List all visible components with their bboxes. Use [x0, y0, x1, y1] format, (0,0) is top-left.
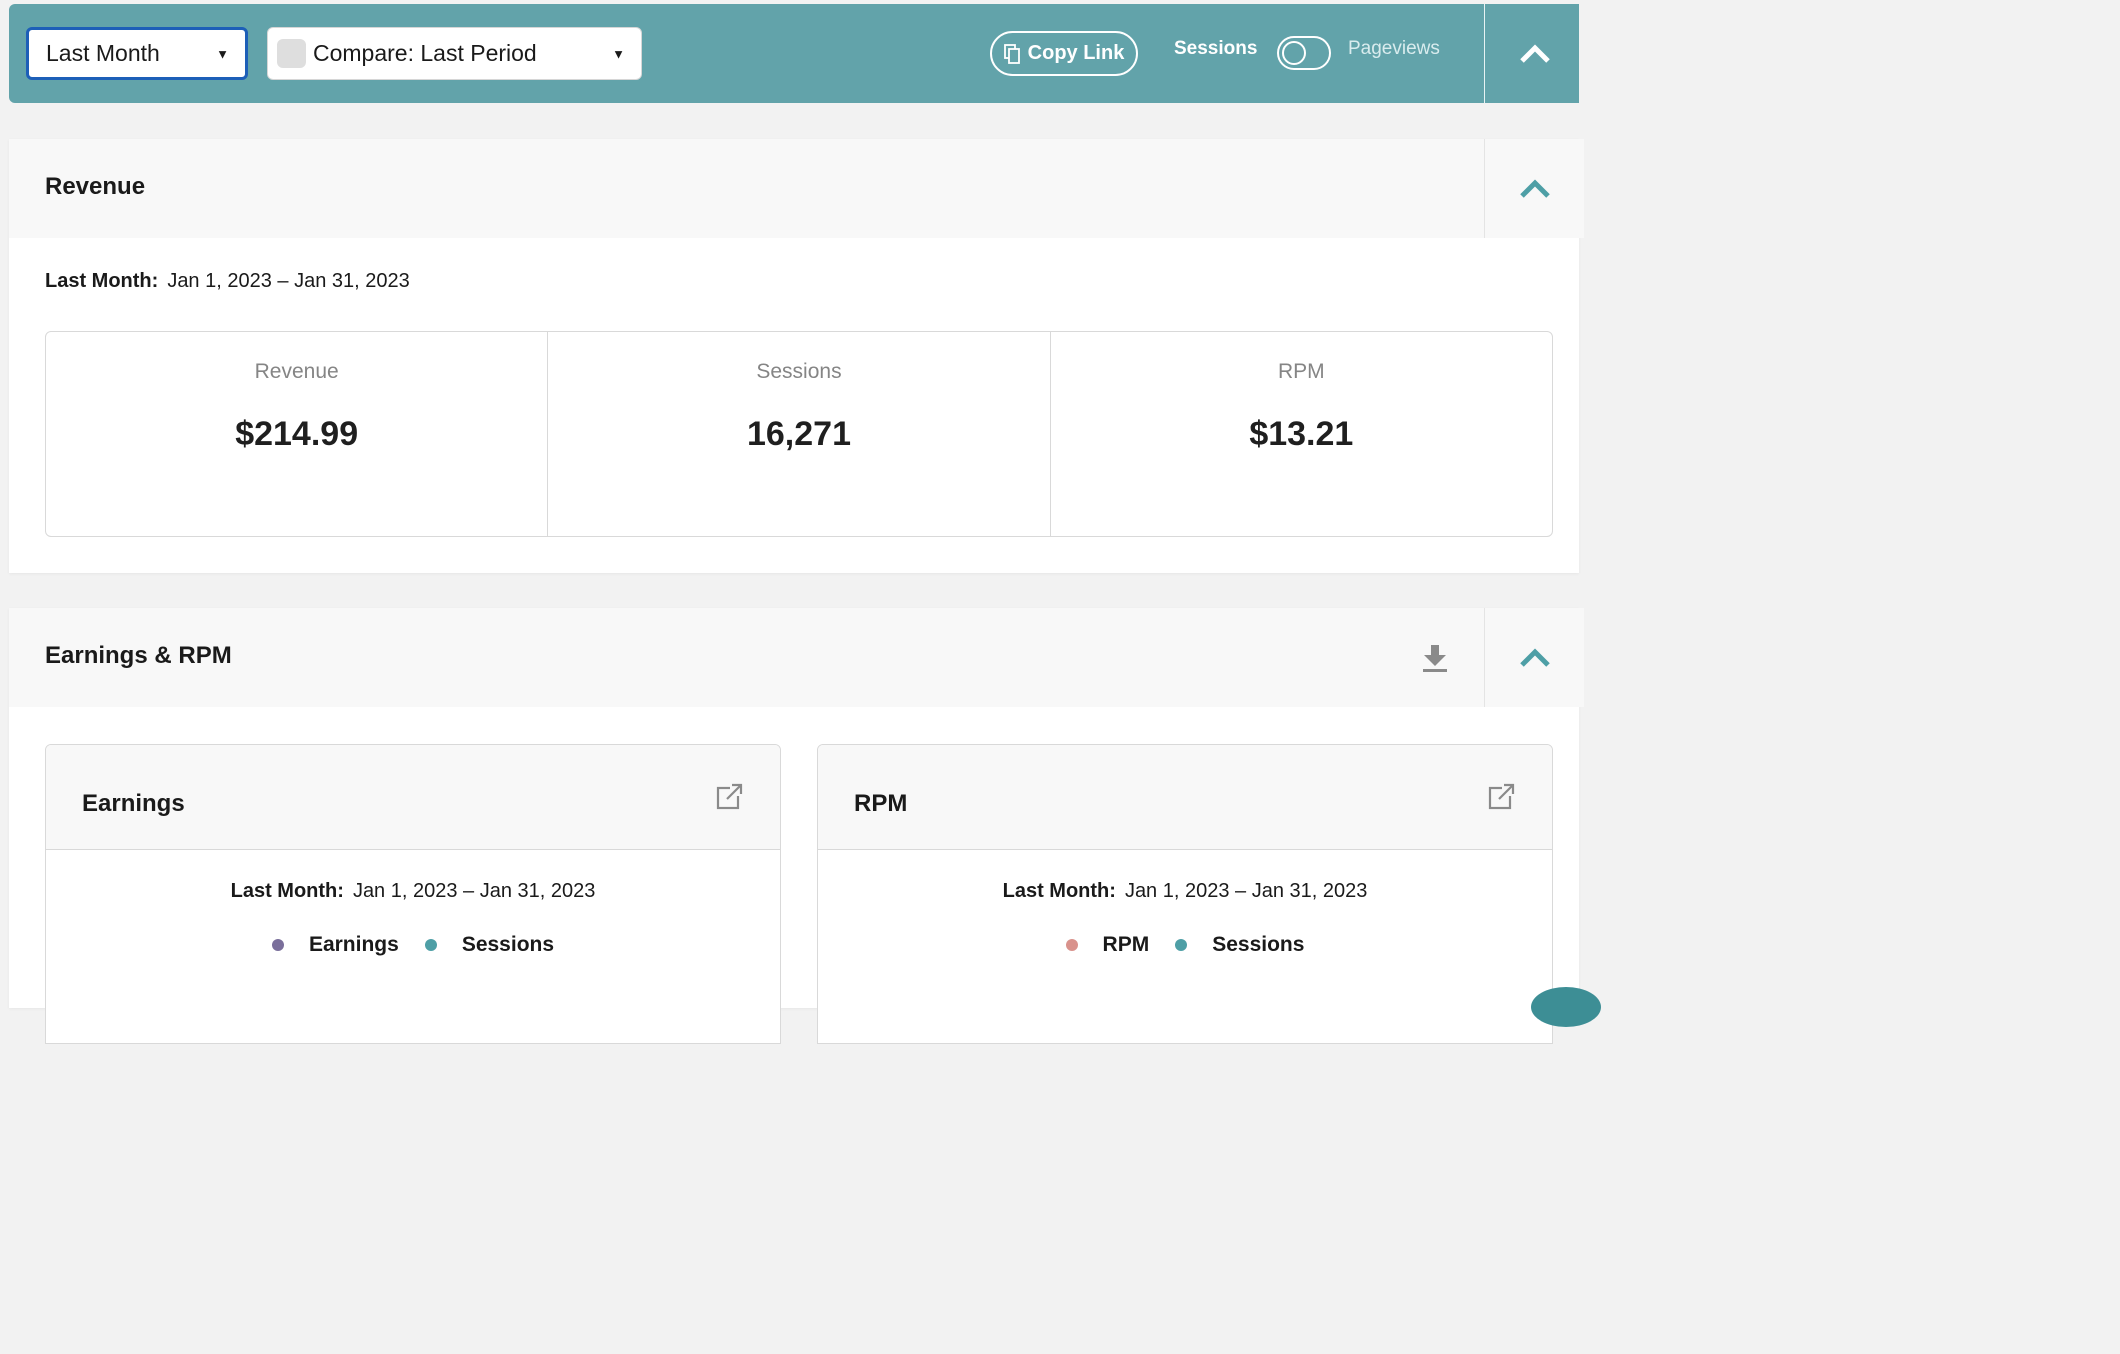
- toolbar-collapse-button[interactable]: [1484, 4, 1584, 103]
- revenue-card-header: Revenue: [9, 139, 1584, 238]
- earnings-chart-card: Earnings Last Month: Jan 1, 2023 – Jan 31…: [45, 744, 781, 1044]
- date-label: Last Month:: [45, 270, 159, 292]
- kpi-value: 16,271: [746, 415, 851, 453]
- rpm-chart-title: RPM: [854, 790, 908, 817]
- earnings-chart-header: Earnings: [46, 745, 780, 850]
- earnings-rpm-card: Earnings & RPM Earnings Last: [9, 608, 1584, 1044]
- rpm-chart-header: RPM: [818, 745, 1552, 850]
- legend-label: Sessions: [461, 933, 555, 956]
- download-button[interactable]: [1410, 640, 1460, 676]
- kpi-sessions: Sessions 16,271: [548, 332, 1051, 536]
- earnings-rpm-collapse-button[interactable]: [1484, 608, 1584, 707]
- copy-icon: [1003, 43, 1020, 64]
- kpi-value: $214.99: [235, 415, 359, 453]
- caret-down-icon: ▼: [216, 46, 229, 61]
- revenue-card-title: Revenue: [45, 173, 146, 200]
- date-value: Jan 1, 2023 – Jan 31, 2023: [352, 880, 596, 902]
- sessions-pageviews-toggle[interactable]: [1277, 36, 1331, 70]
- external-link-icon[interactable]: [1488, 782, 1516, 810]
- earnings-date-range: Last Month: Jan 1, 2023 – Jan 31, 2023: [46, 880, 780, 903]
- kpi-label: Revenue: [254, 360, 339, 383]
- kpi-revenue: Revenue $214.99: [46, 332, 549, 536]
- legend-dot: [1175, 939, 1188, 951]
- legend-label: Earnings: [308, 933, 399, 956]
- legend-label: RPM: [1102, 933, 1150, 956]
- date-label: Last Month:: [1002, 880, 1116, 902]
- kpi-label: RPM: [1277, 360, 1325, 383]
- compare-checkbox[interactable]: [277, 39, 306, 68]
- legend-item-sessions[interactable]: Sessions: [1175, 933, 1304, 957]
- rpm-legend: RPM Sessions: [818, 933, 1552, 957]
- legend-dot: [424, 939, 437, 951]
- rpm-date-range: Last Month: Jan 1, 2023 – Jan 31, 2023: [818, 880, 1552, 903]
- toggle-sessions-label[interactable]: Sessions: [1174, 38, 1258, 59]
- earnings-rpm-card-header: Earnings & RPM: [9, 608, 1584, 707]
- revenue-date-range: Last Month: Jan 1, 2023 – Jan 31, 2023: [45, 270, 410, 293]
- chevron-up-icon: [1519, 647, 1550, 667]
- period-select[interactable]: Last Month ▼: [26, 27, 248, 80]
- toggle-knob: [1282, 41, 1306, 65]
- period-select-value: Last Month: [46, 40, 160, 66]
- copy-link-label: Copy Link: [1027, 42, 1125, 64]
- earnings-rpm-card-title: Earnings & RPM: [45, 642, 232, 669]
- revenue-card: Revenue Last Month: Jan 1, 2023 – Jan 31,…: [9, 139, 1584, 573]
- chevron-up-icon: [1519, 178, 1550, 198]
- legend-dot: [271, 939, 284, 951]
- compare-select-value: Compare: Last Period: [313, 40, 537, 66]
- toggle-pageviews-label[interactable]: Pageviews: [1348, 38, 1440, 59]
- kpi-rpm: RPM $13.21: [1051, 332, 1552, 536]
- earnings-chart-title: Earnings: [82, 790, 185, 817]
- kpi-row: Revenue $214.99 Sessions 16,271 RPM $13.…: [45, 331, 1553, 537]
- rpm-chart-card: RPM Last Month: Jan 1, 2023 – Jan 31, 202…: [817, 744, 1553, 1044]
- chat-widget-button[interactable]: [1531, 987, 1601, 1027]
- caret-down-icon: ▼: [612, 46, 625, 61]
- legend-label: Sessions: [1212, 933, 1305, 956]
- filter-toolbar: Last Month ▼ Compare: Last Period ▼ Copy…: [9, 4, 1579, 103]
- revenue-collapse-button[interactable]: [1484, 139, 1584, 238]
- legend-dot: [1065, 939, 1078, 951]
- copy-link-button[interactable]: Copy Link: [990, 31, 1138, 76]
- date-label: Last Month:: [230, 880, 344, 902]
- date-value: Jan 1, 2023 – Jan 31, 2023: [167, 270, 410, 292]
- download-icon: [1423, 645, 1447, 672]
- external-link-icon[interactable]: [716, 782, 744, 810]
- kpi-label: Sessions: [756, 360, 842, 383]
- earnings-legend: Earnings Sessions: [46, 933, 780, 957]
- legend-item-earnings[interactable]: Earnings: [271, 933, 399, 957]
- legend-item-sessions[interactable]: Sessions: [424, 933, 555, 957]
- chevron-up-icon: [1519, 43, 1550, 63]
- date-value: Jan 1, 2023 – Jan 31, 2023: [1124, 880, 1368, 902]
- legend-item-rpm[interactable]: RPM: [1065, 933, 1150, 957]
- compare-select[interactable]: Compare: Last Period ▼: [267, 27, 642, 80]
- kpi-value: $13.21: [1249, 415, 1354, 453]
